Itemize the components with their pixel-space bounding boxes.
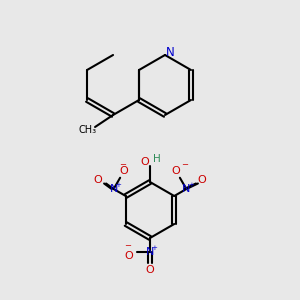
Text: O: O bbox=[120, 166, 128, 176]
Text: N: N bbox=[182, 184, 190, 194]
Text: CH₃: CH₃ bbox=[79, 125, 97, 135]
Text: O: O bbox=[141, 157, 149, 167]
Text: N: N bbox=[110, 184, 118, 194]
Text: O: O bbox=[94, 175, 102, 185]
Text: +: + bbox=[115, 182, 121, 188]
Text: +: + bbox=[152, 245, 158, 251]
Text: O: O bbox=[198, 175, 206, 185]
Text: −: − bbox=[119, 160, 126, 169]
Text: O: O bbox=[146, 265, 154, 275]
Text: H: H bbox=[153, 154, 161, 164]
Text: N: N bbox=[146, 247, 154, 257]
Text: −: − bbox=[124, 241, 131, 250]
Text: +: + bbox=[188, 182, 194, 188]
Text: O: O bbox=[124, 251, 134, 261]
Text: −: − bbox=[181, 160, 188, 169]
Text: O: O bbox=[172, 166, 180, 176]
Text: N: N bbox=[166, 46, 174, 59]
